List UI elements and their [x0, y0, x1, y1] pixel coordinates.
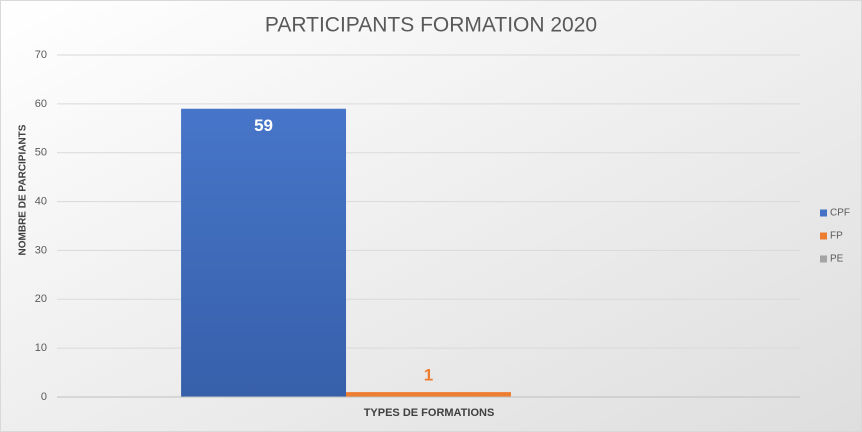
y-axis-title: NOMBRE DE PARCIPIANTS	[18, 124, 29, 255]
legend-label: PE	[830, 254, 844, 265]
bar	[346, 392, 511, 397]
y-tick-label: 20	[35, 293, 47, 305]
y-tick-label: 70	[35, 49, 47, 61]
legend-swatch	[820, 232, 827, 240]
data-label: 59	[254, 116, 273, 135]
y-tick-label: 50	[35, 147, 47, 159]
bar	[181, 108, 347, 397]
legend-swatch	[820, 209, 827, 217]
y-tick-label: 40	[35, 195, 47, 207]
x-axis-title: TYPES DE FORMATIONS	[364, 407, 495, 419]
legend-label: FP	[830, 231, 843, 242]
legend-label: CPF	[830, 208, 850, 219]
data-label: 1	[424, 366, 433, 385]
chart-title: PARTICIPANTS FORMATION 2020	[265, 14, 597, 37]
y-tick-label: 10	[35, 342, 47, 354]
y-tick-label: 0	[41, 391, 47, 403]
y-tick-label: 60	[35, 98, 47, 110]
legend-swatch	[820, 255, 827, 263]
y-tick-label: 30	[35, 244, 47, 256]
